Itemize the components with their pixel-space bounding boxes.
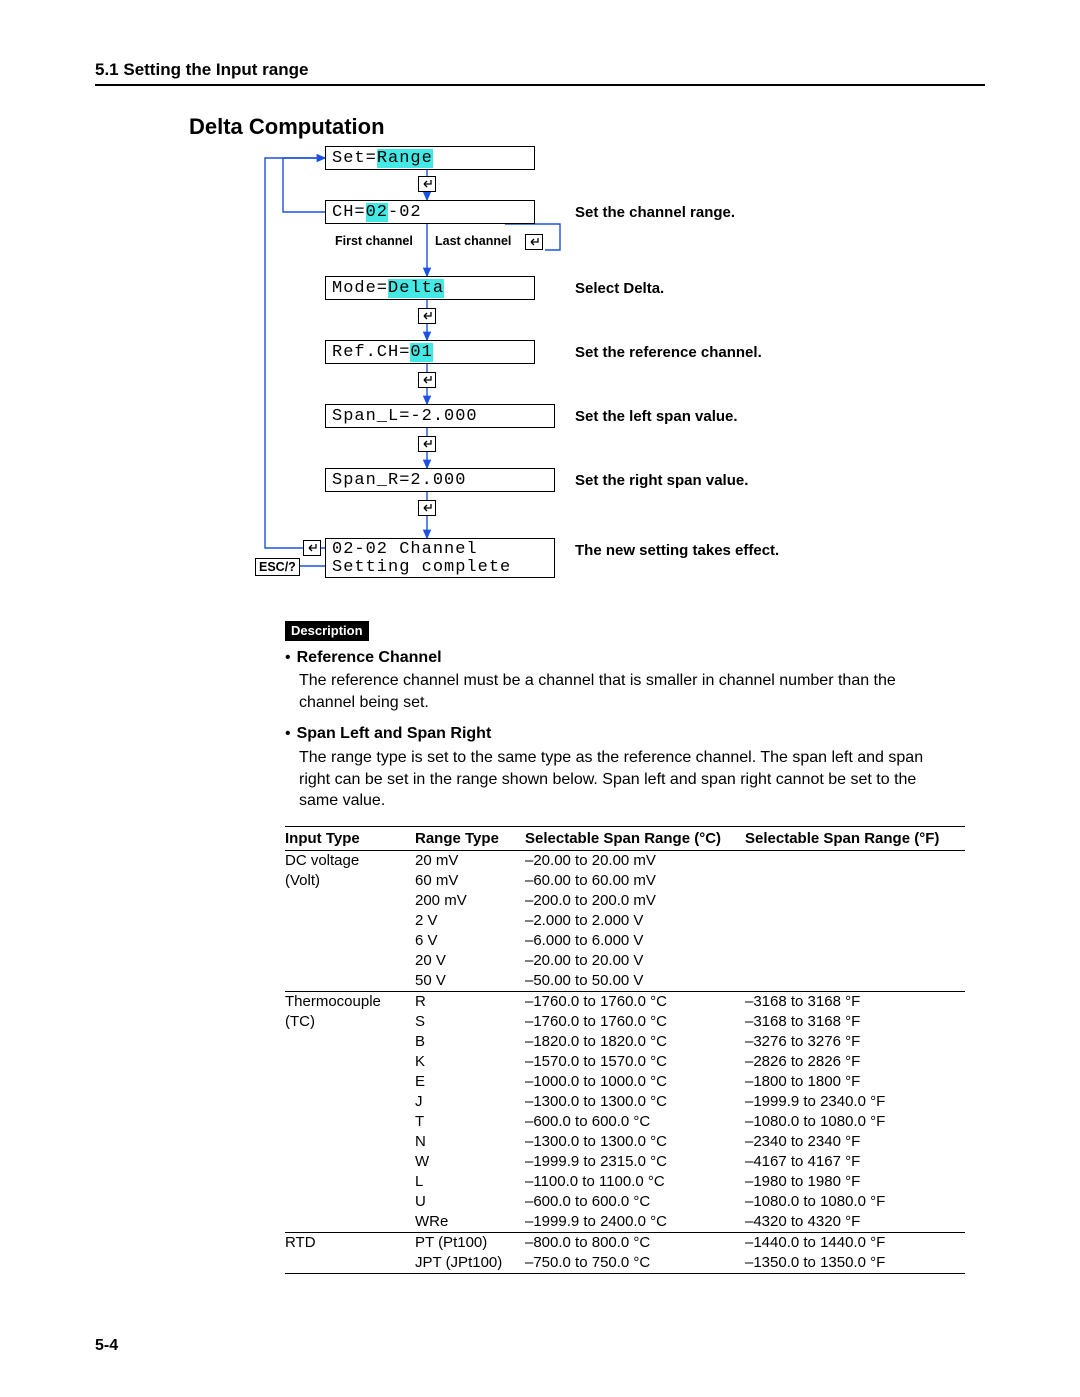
- desc-spanl: Set the left span value.: [575, 408, 738, 425]
- enter-icon: [418, 372, 436, 388]
- table-header: Range Type: [415, 826, 525, 850]
- table-row: L–1100.0 to 1100.0 °C–1980 to 1980 °F: [285, 1172, 965, 1192]
- enter-icon: [418, 308, 436, 324]
- desc-spanr: Set the right span value.: [575, 472, 748, 489]
- table-row: DC voltage20 mV–20.00 to 20.00 mV: [285, 850, 965, 871]
- box-ref: Ref.CH=01: [325, 340, 535, 364]
- description-block: Description •Reference Channel The refer…: [285, 620, 985, 812]
- table-row: 20 V–20.00 to 20.00 V: [285, 951, 965, 971]
- ref-channel-text: The reference channel must be a channel …: [299, 670, 939, 713]
- flow-diagram: Set=Range CH=02-02 First channel Last ch…: [225, 146, 985, 606]
- page-number: 5-4: [95, 1337, 118, 1355]
- enter-icon: [418, 436, 436, 452]
- box-final: 02-02 Channel Setting complete: [325, 538, 555, 578]
- description-label: Description: [285, 621, 369, 641]
- table-row: E–1000.0 to 1000.0 °C–1800 to 1800 °F: [285, 1072, 965, 1092]
- box-spanr: Span_R= 2.000: [325, 468, 555, 492]
- desc-ch: Set the channel range.: [575, 204, 735, 221]
- enter-icon: [303, 540, 321, 556]
- table-row: K–1570.0 to 1570.0 °C–2826 to 2826 °F: [285, 1052, 965, 1072]
- table-header: Selectable Span Range (°C): [525, 826, 745, 850]
- box-ch: CH=02-02: [325, 200, 535, 224]
- table-header: Selectable Span Range (°F): [745, 826, 965, 850]
- label-last-channel: Last channel: [435, 234, 511, 248]
- table-row: N–1300.0 to 1300.0 °C–2340 to 2340 °F: [285, 1132, 965, 1152]
- span-title: Span Left and Span Right: [297, 723, 492, 745]
- desc-ref: Set the reference channel.: [575, 344, 762, 361]
- enter-icon: [525, 234, 543, 250]
- table-row: JPT (JPt100)–750.0 to 750.0 °C–1350.0 to…: [285, 1253, 965, 1274]
- table-row: J–1300.0 to 1300.0 °C–1999.9 to 2340.0 °…: [285, 1092, 965, 1112]
- table-row: B–1820.0 to 1820.0 °C–3276 to 3276 °F: [285, 1032, 965, 1052]
- table-row: RTDPT (Pt100)–800.0 to 800.0 °C–1440.0 t…: [285, 1232, 965, 1253]
- table-row: (Volt)60 mV–60.00 to 60.00 mV: [285, 871, 965, 891]
- table-header: Input Type: [285, 826, 415, 850]
- span-text: The range type is set to the same type a…: [299, 747, 939, 812]
- desc-final: The new setting takes effect.: [575, 542, 779, 559]
- table-row: 6 V–6.000 to 6.000 V: [285, 931, 965, 951]
- enter-icon: [418, 176, 436, 192]
- table-row: 200 mV–200.0 to 200.0 mV: [285, 891, 965, 911]
- box-set: Set=Range: [325, 146, 535, 170]
- esc-label: ESC/?: [255, 558, 300, 576]
- range-table: Input TypeRange TypeSelectable Span Rang…: [285, 826, 965, 1274]
- page-title: Delta Computation: [189, 114, 985, 140]
- ref-channel-title: Reference Channel: [297, 647, 442, 669]
- label-first-channel: First channel: [335, 234, 413, 248]
- box-mode: Mode=Delta: [325, 276, 535, 300]
- table-row: W–1999.9 to 2315.0 °C–4167 to 4167 °F: [285, 1152, 965, 1172]
- section-header: 5.1 Setting the Input range: [95, 60, 308, 79]
- table-row: (TC)S–1760.0 to 1760.0 °C–3168 to 3168 °…: [285, 1012, 965, 1032]
- enter-icon: [418, 500, 436, 516]
- desc-mode: Select Delta.: [575, 280, 664, 297]
- table-row: ThermocoupleR–1760.0 to 1760.0 °C–3168 t…: [285, 991, 965, 1012]
- table-row: 2 V–2.000 to 2.000 V: [285, 911, 965, 931]
- table-row: U–600.0 to 600.0 °C–1080.0 to 1080.0 °F: [285, 1192, 965, 1212]
- box-spanl: Span_L= -2.000: [325, 404, 555, 428]
- table-row: WRe–1999.9 to 2400.0 °C–4320 to 4320 °F: [285, 1212, 965, 1233]
- table-row: T–600.0 to 600.0 °C–1080.0 to 1080.0 °F: [285, 1112, 965, 1132]
- table-row: 50 V–50.00 to 50.00 V: [285, 971, 965, 992]
